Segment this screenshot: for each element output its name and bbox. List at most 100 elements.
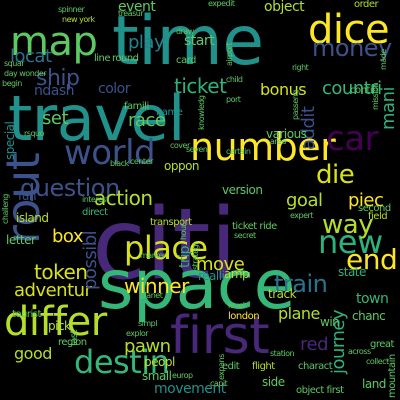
word: interest [82, 195, 109, 204]
word: version [222, 183, 263, 197]
word: last [69, 329, 80, 346]
word: action [94, 186, 153, 210]
word: object [264, 0, 305, 15]
word: state [338, 265, 366, 279]
word: station [270, 349, 295, 358]
word: chanc [352, 309, 386, 323]
word: countri [322, 78, 382, 99]
word: across [348, 347, 371, 356]
word: move [196, 254, 245, 275]
word: contin [350, 85, 379, 96]
word: mountain [387, 354, 398, 398]
word: expert [290, 211, 313, 220]
word: made [379, 49, 388, 70]
word: event [118, 0, 156, 15]
word: center [130, 157, 153, 166]
word: tourist [12, 309, 41, 320]
word: winner [124, 274, 189, 298]
word: box [52, 226, 84, 247]
word: world [64, 133, 156, 173]
word: right [292, 63, 309, 72]
word: charact [298, 361, 333, 372]
word: start [184, 33, 215, 49]
word: good [14, 344, 52, 363]
word: first [170, 306, 270, 366]
word: second [358, 203, 391, 214]
word: play [128, 32, 165, 53]
word: red [300, 334, 329, 355]
word: money [312, 34, 392, 62]
word: card [176, 55, 196, 66]
word: island [16, 211, 49, 225]
word: strategi [191, 243, 200, 270]
word: train [274, 270, 328, 298]
word: begin [2, 79, 22, 88]
word: new york [62, 15, 95, 24]
word: color [98, 81, 130, 97]
word: ndash [34, 83, 75, 99]
word: order [354, 0, 379, 10]
word: rsquo [24, 129, 45, 138]
word: realli [198, 269, 225, 283]
word: seven [186, 145, 208, 154]
word: plane [278, 304, 320, 323]
word: great [370, 339, 394, 350]
word: differ [4, 299, 107, 345]
word: flight [252, 361, 275, 372]
word: draw [176, 27, 194, 36]
word: amp [224, 267, 250, 281]
word: oppon [164, 159, 200, 173]
word: marker [140, 251, 166, 260]
word: planet [140, 291, 163, 300]
word: bonus [260, 80, 307, 99]
word: map [10, 19, 98, 65]
word: child [226, 75, 243, 84]
word: special [3, 121, 17, 160]
word: possibl [80, 230, 101, 290]
word: famili [124, 101, 149, 112]
word: token [34, 260, 88, 284]
word: london [228, 311, 260, 322]
word: edit [222, 361, 240, 372]
word: way [322, 210, 374, 240]
word: pick [48, 319, 71, 333]
word: question [20, 174, 120, 202]
word: side [262, 375, 285, 389]
word: new [318, 223, 383, 261]
word: citi [92, 188, 237, 302]
word: passeng [291, 90, 300, 120]
word: collect [366, 357, 389, 366]
word: win [320, 315, 340, 329]
word: travel [8, 82, 185, 155]
word: number [190, 125, 336, 169]
word: mani [378, 87, 399, 130]
word: race [128, 110, 166, 131]
word: field [368, 211, 388, 222]
word: name [156, 107, 183, 118]
word: area [270, 137, 286, 146]
word: track [268, 287, 297, 301]
word: locat [10, 46, 52, 67]
word: expedit [208, 0, 235, 8]
word: airport [225, 42, 234, 66]
word: squar [4, 59, 25, 68]
word: spinner [58, 5, 85, 14]
word: port [226, 95, 241, 104]
word: set [42, 108, 69, 129]
word: destin [74, 343, 170, 381]
word: object first [296, 385, 344, 396]
word: land [362, 377, 386, 391]
word: small [142, 369, 172, 383]
word: cover [170, 141, 190, 150]
word: end [346, 243, 398, 276]
word: time [112, 2, 264, 81]
word: pawn [124, 336, 171, 357]
word: knowledg [197, 95, 206, 130]
word: simpl [138, 319, 157, 328]
word: dice [308, 7, 390, 53]
word: hour [179, 223, 188, 240]
word: fun [18, 189, 36, 203]
word: certain [226, 147, 251, 156]
word: treasur [118, 9, 144, 18]
